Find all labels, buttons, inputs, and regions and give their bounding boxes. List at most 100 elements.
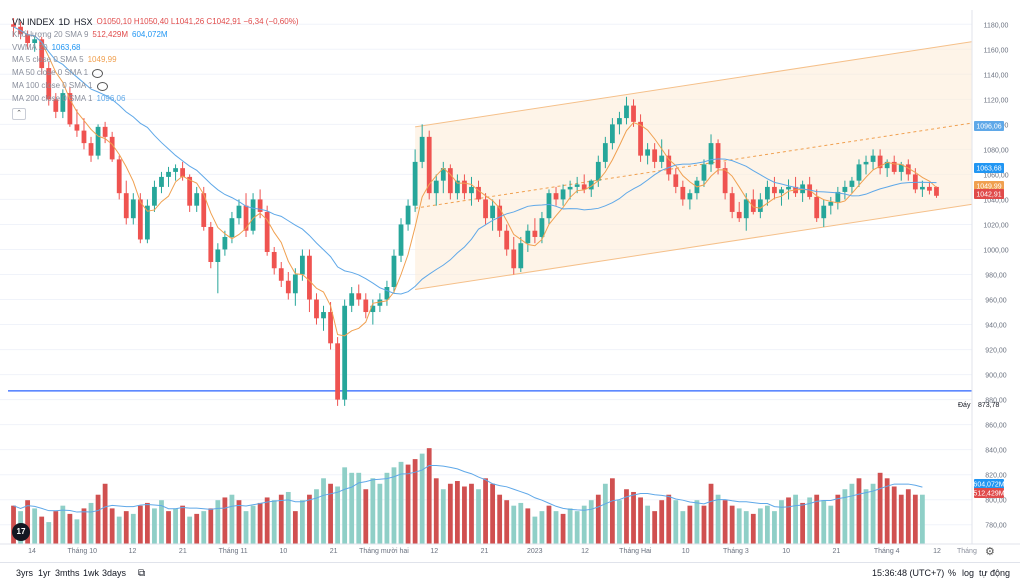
range-1yr-button[interactable]: 1yr bbox=[38, 568, 51, 578]
range-3yrs-button[interactable]: 3yrs bbox=[16, 568, 34, 578]
candle-body bbox=[743, 199, 749, 219]
volume-bar bbox=[842, 489, 848, 544]
price-tick-label: 1060,00 bbox=[983, 172, 1008, 179]
ma5-value: 1049,99 bbox=[87, 55, 117, 65]
volume-bar bbox=[250, 505, 256, 544]
ma5-label: MA 5 close 0 SMA 5 bbox=[12, 55, 84, 65]
candle-body bbox=[74, 124, 80, 131]
candle-body bbox=[842, 186, 848, 192]
candle-body bbox=[398, 224, 404, 256]
volume-bar bbox=[476, 489, 481, 544]
candle-body bbox=[659, 155, 665, 162]
eye-hidden-icon[interactable] bbox=[92, 69, 104, 79]
candle-body bbox=[736, 211, 742, 219]
interval-label[interactable]: 1D bbox=[58, 17, 71, 27]
time-tick-label: 21 bbox=[330, 548, 338, 555]
candle-body bbox=[363, 299, 369, 313]
price-badge-label: 1049,99 bbox=[976, 184, 1001, 191]
candle-body bbox=[95, 126, 101, 156]
price-axis[interactable]: 1180,001160,001140,001120,001100,001080,… bbox=[983, 22, 1008, 529]
legend-symbol-row[interactable]: VN INDEX 1D HSX O1050,10 H1050,40 L1041,… bbox=[12, 16, 298, 29]
candle-body bbox=[856, 164, 862, 181]
price-tick-label: 800,00 bbox=[985, 498, 1007, 505]
clock-timezone[interactable]: 15:36:48 (UTC+7) bbox=[872, 568, 945, 578]
volume-bar bbox=[624, 489, 629, 544]
candle-body bbox=[271, 251, 277, 269]
volume-bar bbox=[39, 516, 45, 544]
legend-ma5-row[interactable]: MA 5 close 0 SMA 5 1049,99 bbox=[12, 54, 298, 67]
candle-body bbox=[180, 168, 186, 177]
volume-bar bbox=[673, 500, 679, 544]
volume-bar bbox=[419, 453, 425, 544]
collapse-legend-button[interactable]: ⌃ bbox=[12, 107, 26, 120]
candle-body bbox=[476, 186, 481, 200]
price-tick-label: 940,00 bbox=[985, 323, 1007, 330]
volume-bar bbox=[201, 511, 207, 544]
volume-bar bbox=[680, 511, 686, 544]
volume-bar bbox=[60, 505, 66, 544]
volume-bar bbox=[370, 478, 376, 544]
legend-ma200-row[interactable]: MA 200 close 0 SMA 1 1096,06 bbox=[12, 93, 298, 106]
candle-body bbox=[419, 136, 425, 162]
volume-bar bbox=[609, 478, 615, 544]
eye-hidden-icon[interactable] bbox=[96, 81, 108, 91]
volume-bar bbox=[553, 511, 559, 544]
time-axis[interactable]: 14 Tháng 10 12 21 Tháng 11 10 21 Tháng mười hai… bbox=[28, 548, 941, 555]
volume-bar bbox=[229, 494, 235, 544]
price-tick-label: 780,00 bbox=[985, 523, 1007, 530]
price-tick-label: 820,00 bbox=[985, 473, 1007, 480]
volume-bar bbox=[447, 483, 453, 544]
legend-volume-row[interactable]: Khối lượng 20 SMA 9 512,429M 604,072M bbox=[12, 29, 298, 42]
candle-body bbox=[215, 249, 221, 262]
vwma-line bbox=[13, 26, 937, 295]
volume-bar bbox=[314, 489, 319, 544]
volume-bar bbox=[46, 522, 52, 544]
candle-body bbox=[835, 191, 841, 202]
volume-value: 512,429M bbox=[92, 29, 129, 39]
volume-bar bbox=[462, 486, 467, 544]
percent-scale-button[interactable]: % bbox=[948, 568, 957, 578]
symbol-name[interactable]: VN INDEX bbox=[12, 17, 55, 27]
price-badge bbox=[974, 479, 1004, 489]
tradingview-logo-icon[interactable]: 17 bbox=[12, 523, 30, 541]
candle-body bbox=[307, 255, 312, 300]
legend-ma100-row[interactable]: MA 100 close 0 SMA 1 bbox=[12, 80, 298, 93]
candle-body bbox=[504, 230, 510, 250]
candle-body bbox=[426, 136, 432, 194]
bottom-level-label: Đáy bbox=[958, 402, 971, 409]
channel-mid-line bbox=[415, 122, 972, 209]
volume-bar bbox=[631, 491, 636, 544]
candle-body bbox=[588, 180, 594, 190]
volume-bar bbox=[349, 472, 355, 544]
candle-body bbox=[602, 143, 608, 162]
calendar-goto-icon[interactable]: ⧉ bbox=[138, 568, 146, 579]
volume-bar bbox=[292, 511, 298, 544]
volume-bar bbox=[180, 505, 186, 544]
candle-body bbox=[447, 168, 453, 194]
range-1wk-button[interactable]: 1wk bbox=[83, 568, 100, 578]
range-3days-button[interactable]: 3days bbox=[102, 568, 127, 578]
time-tick-label: 10 bbox=[279, 548, 287, 555]
candle-body bbox=[750, 199, 756, 212]
candle-body bbox=[144, 205, 150, 240]
legend-vwma-row[interactable]: VWMA 20 1063,68 bbox=[12, 42, 298, 55]
volume-bar bbox=[32, 508, 38, 544]
volume-bar bbox=[88, 502, 94, 544]
time-tick-label: Tháng mười hai bbox=[359, 548, 409, 555]
time-tick-label: Tháng 10 bbox=[67, 548, 97, 555]
price-badge-label: 512,429M bbox=[973, 491, 1004, 498]
volume-bar bbox=[173, 508, 178, 544]
candle-body bbox=[469, 186, 474, 194]
legend-ma50-row[interactable]: MA 50 close 0 SMA 1 bbox=[12, 67, 298, 80]
candle-body bbox=[849, 180, 855, 187]
range-3mths-button[interactable]: 3mths bbox=[55, 568, 80, 578]
log-scale-button[interactable]: log bbox=[962, 568, 975, 578]
gear-icon[interactable]: ⚙ bbox=[985, 546, 995, 558]
volume-bar bbox=[560, 513, 566, 544]
volume-bar bbox=[469, 483, 474, 544]
auto-scale-button[interactable]: tự động bbox=[979, 568, 1011, 578]
time-tick-label: 21 bbox=[179, 548, 187, 555]
volume-bar bbox=[729, 505, 735, 544]
price-tick-label: 1180,00 bbox=[984, 22, 1009, 29]
